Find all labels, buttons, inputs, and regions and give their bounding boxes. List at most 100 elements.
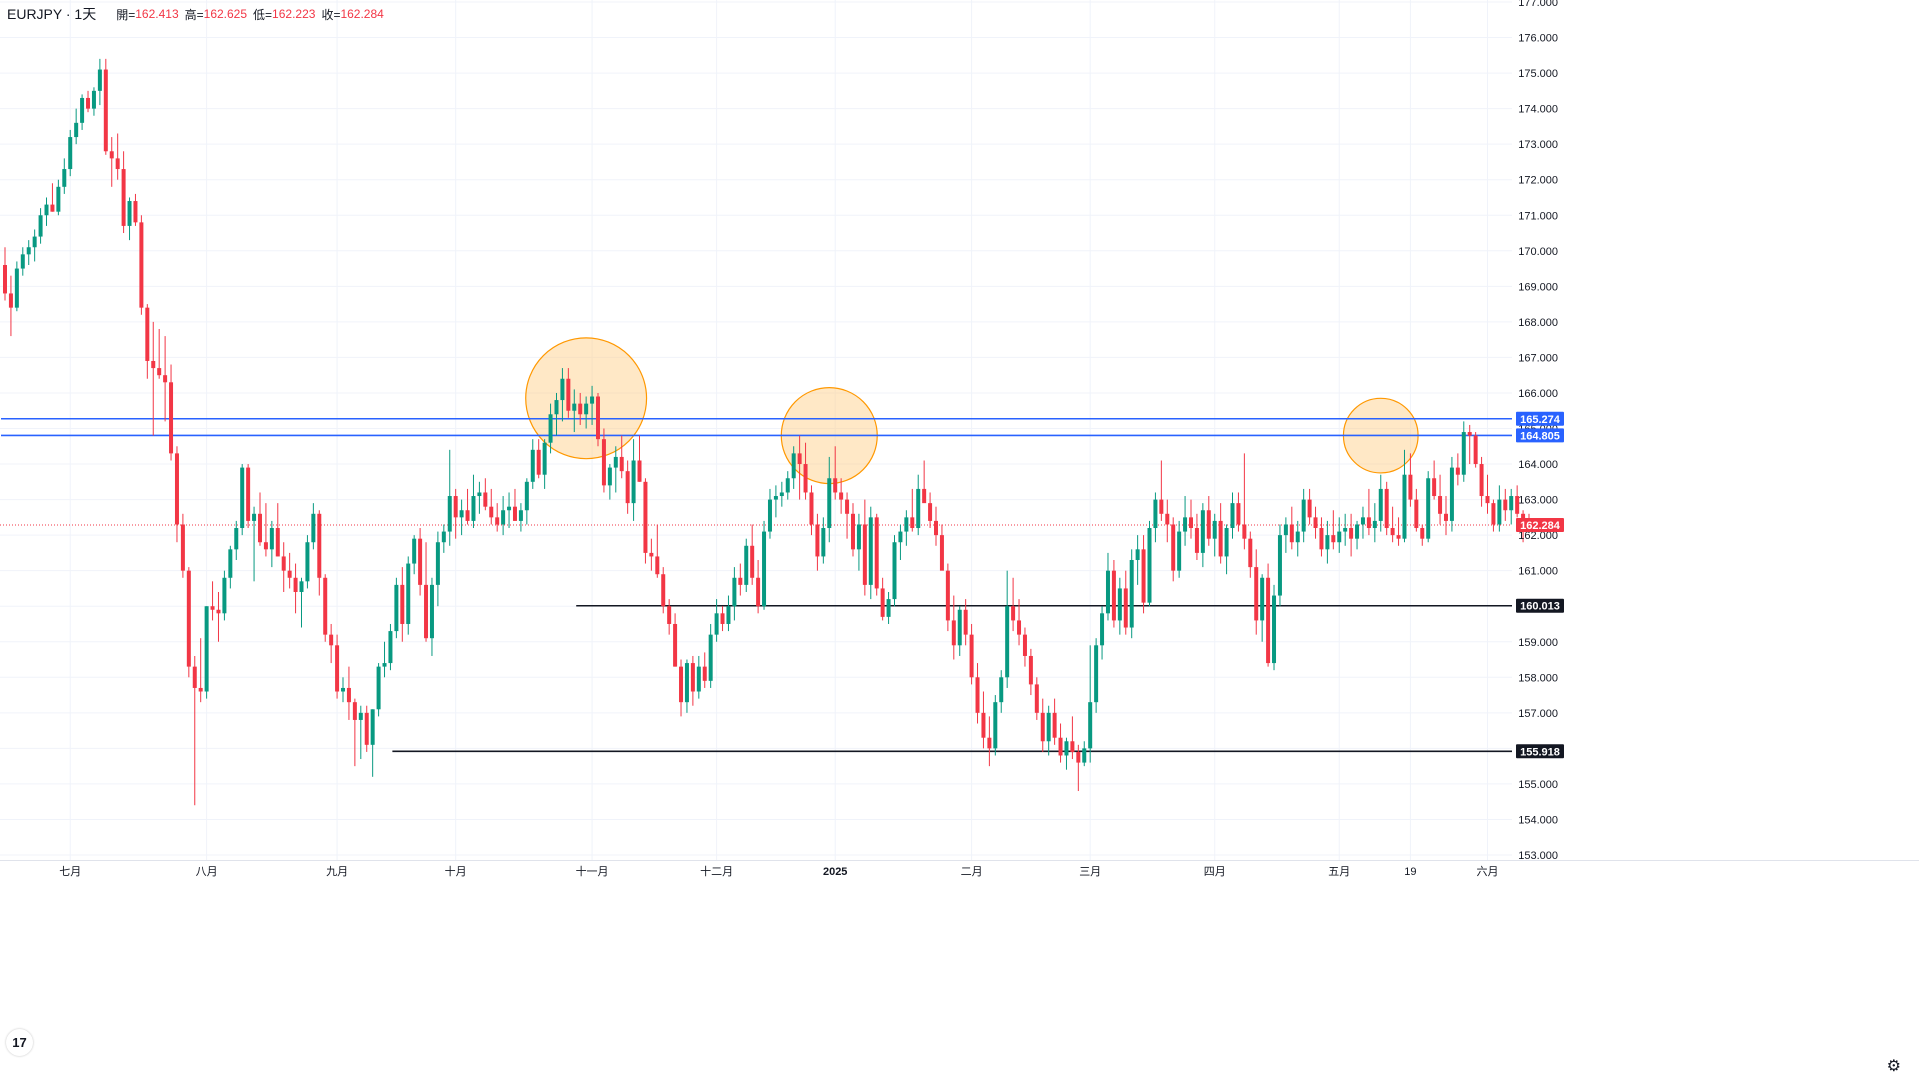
candle bbox=[429, 577, 434, 656]
candle-body bbox=[601, 439, 606, 486]
candle-body bbox=[1183, 517, 1188, 532]
candle bbox=[370, 709, 375, 777]
candle-body bbox=[1052, 712, 1057, 738]
candle bbox=[406, 556, 411, 635]
candle-body bbox=[702, 666, 707, 681]
candle-body bbox=[1396, 535, 1401, 539]
candle bbox=[1177, 520, 1182, 578]
candle bbox=[518, 503, 523, 532]
candle bbox=[1135, 535, 1140, 585]
candle-body bbox=[1491, 503, 1496, 525]
candle bbox=[566, 368, 571, 418]
candle-body bbox=[1355, 524, 1360, 539]
candle-body bbox=[210, 606, 215, 610]
candle bbox=[56, 179, 61, 216]
close-label: 收= bbox=[321, 7, 341, 22]
candle-body bbox=[1135, 549, 1140, 561]
candle-body bbox=[186, 570, 191, 667]
candle bbox=[1200, 503, 1205, 568]
candle bbox=[625, 460, 630, 514]
low-label: 低= bbox=[253, 7, 273, 22]
candle bbox=[222, 570, 227, 621]
candle-body bbox=[762, 531, 767, 607]
candle-body bbox=[1242, 524, 1247, 539]
candle-body bbox=[696, 666, 701, 692]
candle bbox=[1337, 517, 1342, 553]
candle-body bbox=[103, 69, 108, 152]
candle-body bbox=[880, 588, 885, 617]
candle-body bbox=[530, 449, 535, 482]
candle bbox=[91, 87, 96, 116]
candle bbox=[1070, 716, 1075, 760]
candle bbox=[1307, 488, 1312, 525]
candle-body bbox=[738, 577, 743, 585]
candle-body bbox=[957, 609, 962, 646]
candle bbox=[1372, 503, 1377, 543]
candle bbox=[1212, 513, 1217, 557]
candle-body bbox=[1325, 535, 1330, 550]
y-tick-label: 153.000 bbox=[1518, 850, 1558, 862]
candle-body bbox=[767, 499, 772, 532]
candle bbox=[1491, 499, 1496, 532]
candle-body bbox=[922, 488, 927, 504]
candle bbox=[299, 577, 304, 628]
candle-body bbox=[459, 510, 464, 518]
candle bbox=[738, 563, 743, 596]
candle bbox=[364, 705, 369, 752]
price-label-current-text: 162.284 bbox=[1520, 520, 1561, 532]
candle-body bbox=[86, 97, 91, 109]
y-tick-label: 176.000 bbox=[1518, 33, 1558, 45]
candle-body bbox=[228, 549, 233, 578]
candle bbox=[1503, 488, 1508, 521]
candle bbox=[1390, 506, 1395, 543]
candle-body bbox=[928, 503, 933, 521]
candle bbox=[97, 58, 102, 106]
candle-body bbox=[868, 517, 873, 585]
x-tick-label: 十二月 bbox=[700, 864, 733, 878]
horizontal-lines[interactable] bbox=[0, 417, 1512, 753]
candle bbox=[281, 542, 286, 592]
gear-icon[interactable]: ⚙ bbox=[1886, 1058, 1901, 1075]
candle-body bbox=[1378, 488, 1383, 521]
symbol-title[interactable]: EURJPY · 1天 bbox=[7, 6, 97, 22]
candle bbox=[435, 531, 440, 607]
candle-body bbox=[619, 456, 624, 472]
candle-body bbox=[1005, 606, 1010, 678]
candle-body bbox=[862, 524, 867, 585]
candle-body bbox=[1473, 435, 1478, 465]
candle-body bbox=[1509, 496, 1514, 511]
candle-body bbox=[198, 687, 203, 692]
candle-body bbox=[370, 709, 375, 745]
x-tick-label: 七月 bbox=[59, 865, 81, 878]
candle-body bbox=[904, 517, 909, 532]
candle bbox=[963, 599, 968, 646]
candle-body bbox=[507, 506, 512, 511]
candle-body bbox=[596, 396, 600, 440]
candle bbox=[773, 485, 778, 518]
candle-body bbox=[246, 467, 251, 521]
candle bbox=[1378, 474, 1383, 532]
candle bbox=[38, 208, 43, 244]
candle-body bbox=[269, 528, 274, 550]
candle bbox=[358, 705, 363, 760]
candle-body bbox=[1046, 712, 1051, 742]
candle-body bbox=[1331, 535, 1336, 543]
candle-body bbox=[376, 666, 381, 710]
candle-body bbox=[1319, 528, 1324, 550]
candle-body bbox=[590, 396, 595, 404]
tradingview-logo-icon[interactable]: 17 bbox=[6, 1029, 33, 1056]
candle bbox=[667, 599, 672, 635]
candle bbox=[999, 670, 1004, 713]
candle bbox=[121, 151, 126, 234]
time-axis[interactable]: 七月 八月 九月 十月 十一月 十二月 2025 二月 三月 四月 五月 19 六月 bbox=[0, 860, 1919, 879]
x-tick-label: 2025 bbox=[823, 866, 847, 878]
candle bbox=[874, 513, 879, 596]
candle-body bbox=[1011, 606, 1016, 621]
candle-body bbox=[850, 513, 855, 550]
candle-body bbox=[382, 663, 387, 667]
candle bbox=[756, 560, 761, 614]
candle-body bbox=[708, 634, 713, 681]
candle-body bbox=[1153, 499, 1158, 529]
candle bbox=[536, 439, 541, 479]
